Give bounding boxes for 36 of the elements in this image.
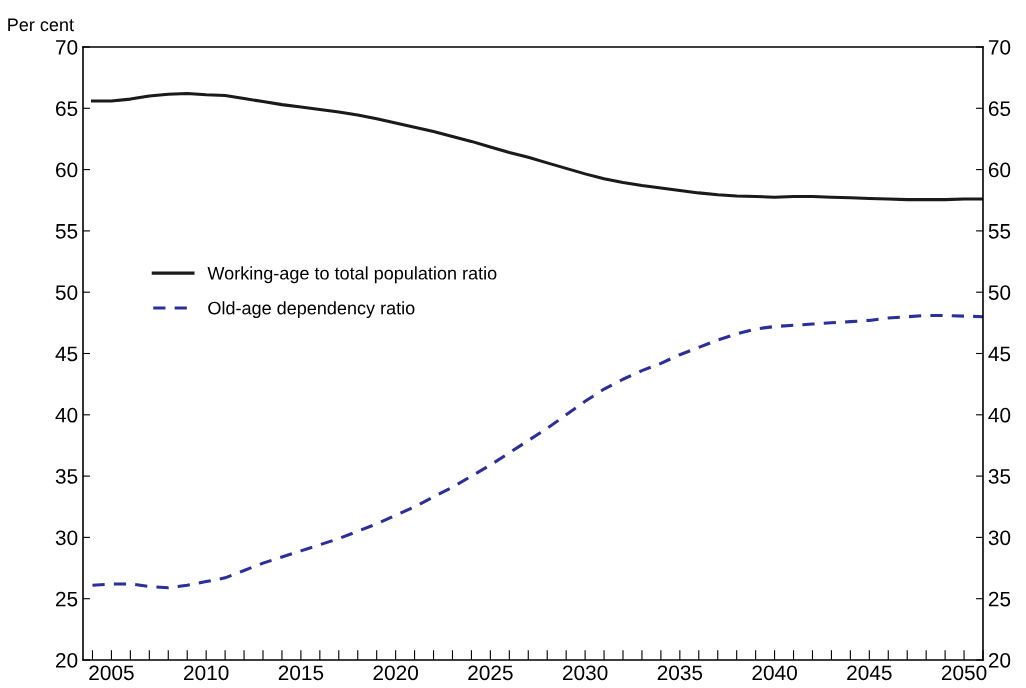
y2-tick-label: 40 (988, 407, 1011, 423)
x-tick-label: 2025 (468, 665, 513, 681)
y-tick-label: 20 (56, 653, 78, 668)
y-tick-label: 30 (55, 530, 78, 546)
x-tick-label: 2010 (184, 665, 229, 681)
y-tick-label: 65 (56, 101, 78, 117)
legend-label: Working-age to total population ratio (207, 266, 497, 284)
y-tick-label: 25 (56, 591, 78, 607)
x-tick-label: 2005 (89, 665, 134, 681)
y-tick-label: 55 (55, 224, 78, 239)
x-tick-label: 2040 (752, 665, 797, 681)
y2-tick-label: 50 (988, 285, 1011, 300)
y2-tick-label: 25 (988, 591, 1011, 607)
line-series (90, 92, 983, 202)
y2-tick-label: 35 (988, 469, 1011, 484)
x-tick-label: 2045 (847, 665, 892, 681)
y2-tick-label: 45 (988, 346, 1011, 362)
y-tick-label: 70 (56, 40, 78, 55)
x-tick-label: 2020 (373, 665, 418, 681)
y-axis-title: Per cent (8, 18, 74, 32)
x-tick-label: 2035 (657, 665, 703, 681)
y-tick-label: 60 (56, 162, 78, 178)
legend-label: Old-age dependency ratio (208, 301, 415, 319)
y2-tick-label: 65 (988, 101, 1011, 117)
y-tick-label: 50 (55, 285, 78, 300)
y-tick-label: 35 (55, 469, 78, 484)
x-tick-label: 2030 (562, 665, 608, 681)
y2-tick-label: 20 (988, 653, 1011, 668)
y2-tick-label: 30 (988, 530, 1011, 546)
x-tick-label: 2050 (941, 665, 987, 681)
y2-tick-label: 60 (988, 162, 1011, 178)
y2-tick-label: 55 (988, 224, 1011, 239)
y-tick-label: 45 (55, 346, 78, 362)
y2-tick-label: 70 (988, 40, 1011, 55)
x-tick-label: 2015 (278, 665, 324, 681)
y-tick-label: 40 (55, 407, 78, 423)
